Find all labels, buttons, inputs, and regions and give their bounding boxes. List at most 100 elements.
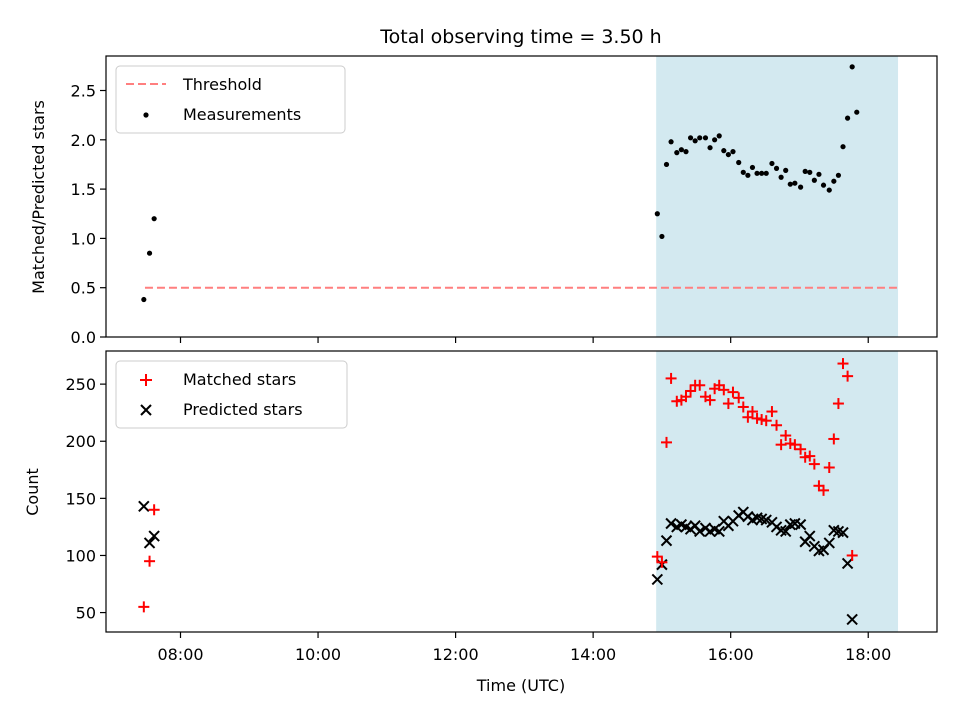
ratio-panel-y-axis-label: Matched/Predicted stars [29, 100, 48, 294]
predicted-star-point [823, 537, 835, 549]
measurement-point [835, 172, 842, 178]
measurement-point [674, 150, 680, 156]
matched-star-point [685, 385, 697, 397]
legend-matched-label: Matched stars [183, 370, 296, 389]
matched-star-point [665, 372, 677, 384]
measurement-point [778, 174, 784, 180]
predicted-star-point [713, 525, 725, 538]
ratio-panel-frame [105, 55, 938, 338]
matched-star-point [775, 439, 787, 451]
matched-star-point [804, 450, 816, 462]
legend-predicted-label: Predicted stars [183, 400, 303, 419]
x-tick-label: 12:00 [433, 645, 479, 664]
measurement-point [769, 160, 775, 167]
ratio-panel-shaded-interval [656, 56, 899, 337]
matched-star-point [727, 386, 739, 398]
ratio-panel-y-tick-label: 2.5 [71, 82, 96, 101]
measurement-point [811, 177, 817, 183]
count-panel-y-ticks: 50 100 150 200 250 [65, 375, 106, 623]
x-tick-label: 16:00 [708, 645, 754, 664]
matched-star-point [718, 384, 730, 396]
x-tick-label: 18:00 [845, 645, 891, 664]
count-panel-legend: Matched stars Predicted stars [115, 360, 348, 429]
matched-star-point [795, 443, 807, 455]
matched-star-point [808, 458, 820, 470]
matched-star-point [760, 415, 772, 427]
measurement-point [802, 168, 808, 174]
measurement-point [725, 151, 731, 158]
predicted-star-point [779, 525, 792, 538]
matched-star-point [789, 439, 801, 451]
matched-star-point [680, 391, 692, 403]
measurement-point [816, 171, 822, 177]
measurement-point [763, 170, 769, 176]
ratio-panel-y-tick-label: 0.5 [71, 279, 96, 298]
measurement-point [692, 138, 698, 144]
ratio-panel-legend: Threshold Measurements [115, 65, 346, 134]
matched-star-point [832, 398, 844, 410]
predicted-star-point [143, 537, 156, 549]
ratio-legend-box [115, 65, 346, 134]
ratio-panel-y-tick-label: 1.5 [71, 180, 96, 199]
measurement-point [687, 135, 694, 141]
predicted-star-point [665, 517, 677, 530]
matched-star-point [144, 555, 156, 567]
measurement-point [840, 144, 846, 150]
count-panel-y-axis-label: Count [23, 468, 42, 516]
ratio-panel: 0.0 0.5 1.0 1.5 2.0 2.5 Matched/Predicted sta… [29, 55, 938, 347]
x-tick-label: 08:00 [157, 645, 203, 664]
predicted-star-points [138, 500, 858, 626]
measurement-point [773, 165, 780, 171]
chart-title: Total observing time = 3.50 h [379, 26, 661, 48]
measurement-point [683, 149, 689, 155]
measurement-point [820, 182, 827, 188]
measurement-point [707, 145, 713, 151]
matched-star-point [138, 601, 150, 613]
matched-star-point [846, 549, 858, 561]
measurement-point [849, 64, 855, 70]
measurement-point [783, 167, 789, 173]
predicted-star-point [846, 613, 858, 626]
matched-star-point [660, 436, 672, 448]
predicted-star-point [148, 530, 160, 542]
legend-predicted-swatch [140, 404, 152, 416]
measurement-point [759, 170, 765, 176]
matched-star-point [842, 370, 854, 382]
matched-star-point [694, 379, 706, 391]
matched-star-point [818, 484, 830, 496]
count-panel-frame [105, 350, 938, 633]
legend-measurements-label: Measurements [183, 105, 301, 124]
matched-star-point [742, 411, 754, 423]
matched-star-points [138, 358, 858, 613]
measurement-point [826, 187, 832, 193]
matched-star-point [837, 358, 849, 370]
matched-star-point [737, 401, 749, 413]
measurement-point [798, 184, 804, 190]
predicted-star-point [804, 530, 816, 542]
x-tick-label: 14:00 [570, 645, 616, 664]
x-tick-label: 10:00 [295, 645, 341, 664]
ratio-panel-y-tick-label: 0.0 [71, 328, 96, 347]
count-panel-shaded-interval [656, 351, 899, 632]
measurement-point [721, 148, 727, 154]
count-panel-x-ticks: 08:00 10:00 12:00 14:00 16:00 18:00 [157, 632, 891, 664]
matched-star-point [148, 504, 160, 516]
predicted-star-point [694, 525, 706, 538]
measurement-point [844, 115, 851, 121]
matched-star-point [771, 419, 783, 431]
predicted-star-point [651, 573, 664, 586]
measurement-point [668, 139, 674, 145]
matched-star-point [823, 462, 835, 474]
measurement-point [749, 164, 756, 171]
measurement-point [663, 161, 670, 168]
measurement-point [736, 159, 742, 166]
count-panel-y-tick-label: 50 [76, 604, 96, 623]
count-panel-y-tick-label: 150 [65, 489, 96, 508]
matched-star-point [722, 398, 734, 410]
matched-star-point [780, 430, 792, 442]
measurement-point [754, 170, 760, 176]
count-panel-y-tick-label: 200 [65, 432, 96, 451]
measurement-point [787, 181, 793, 187]
measurement-point [146, 250, 153, 256]
measurement-point [831, 178, 837, 184]
